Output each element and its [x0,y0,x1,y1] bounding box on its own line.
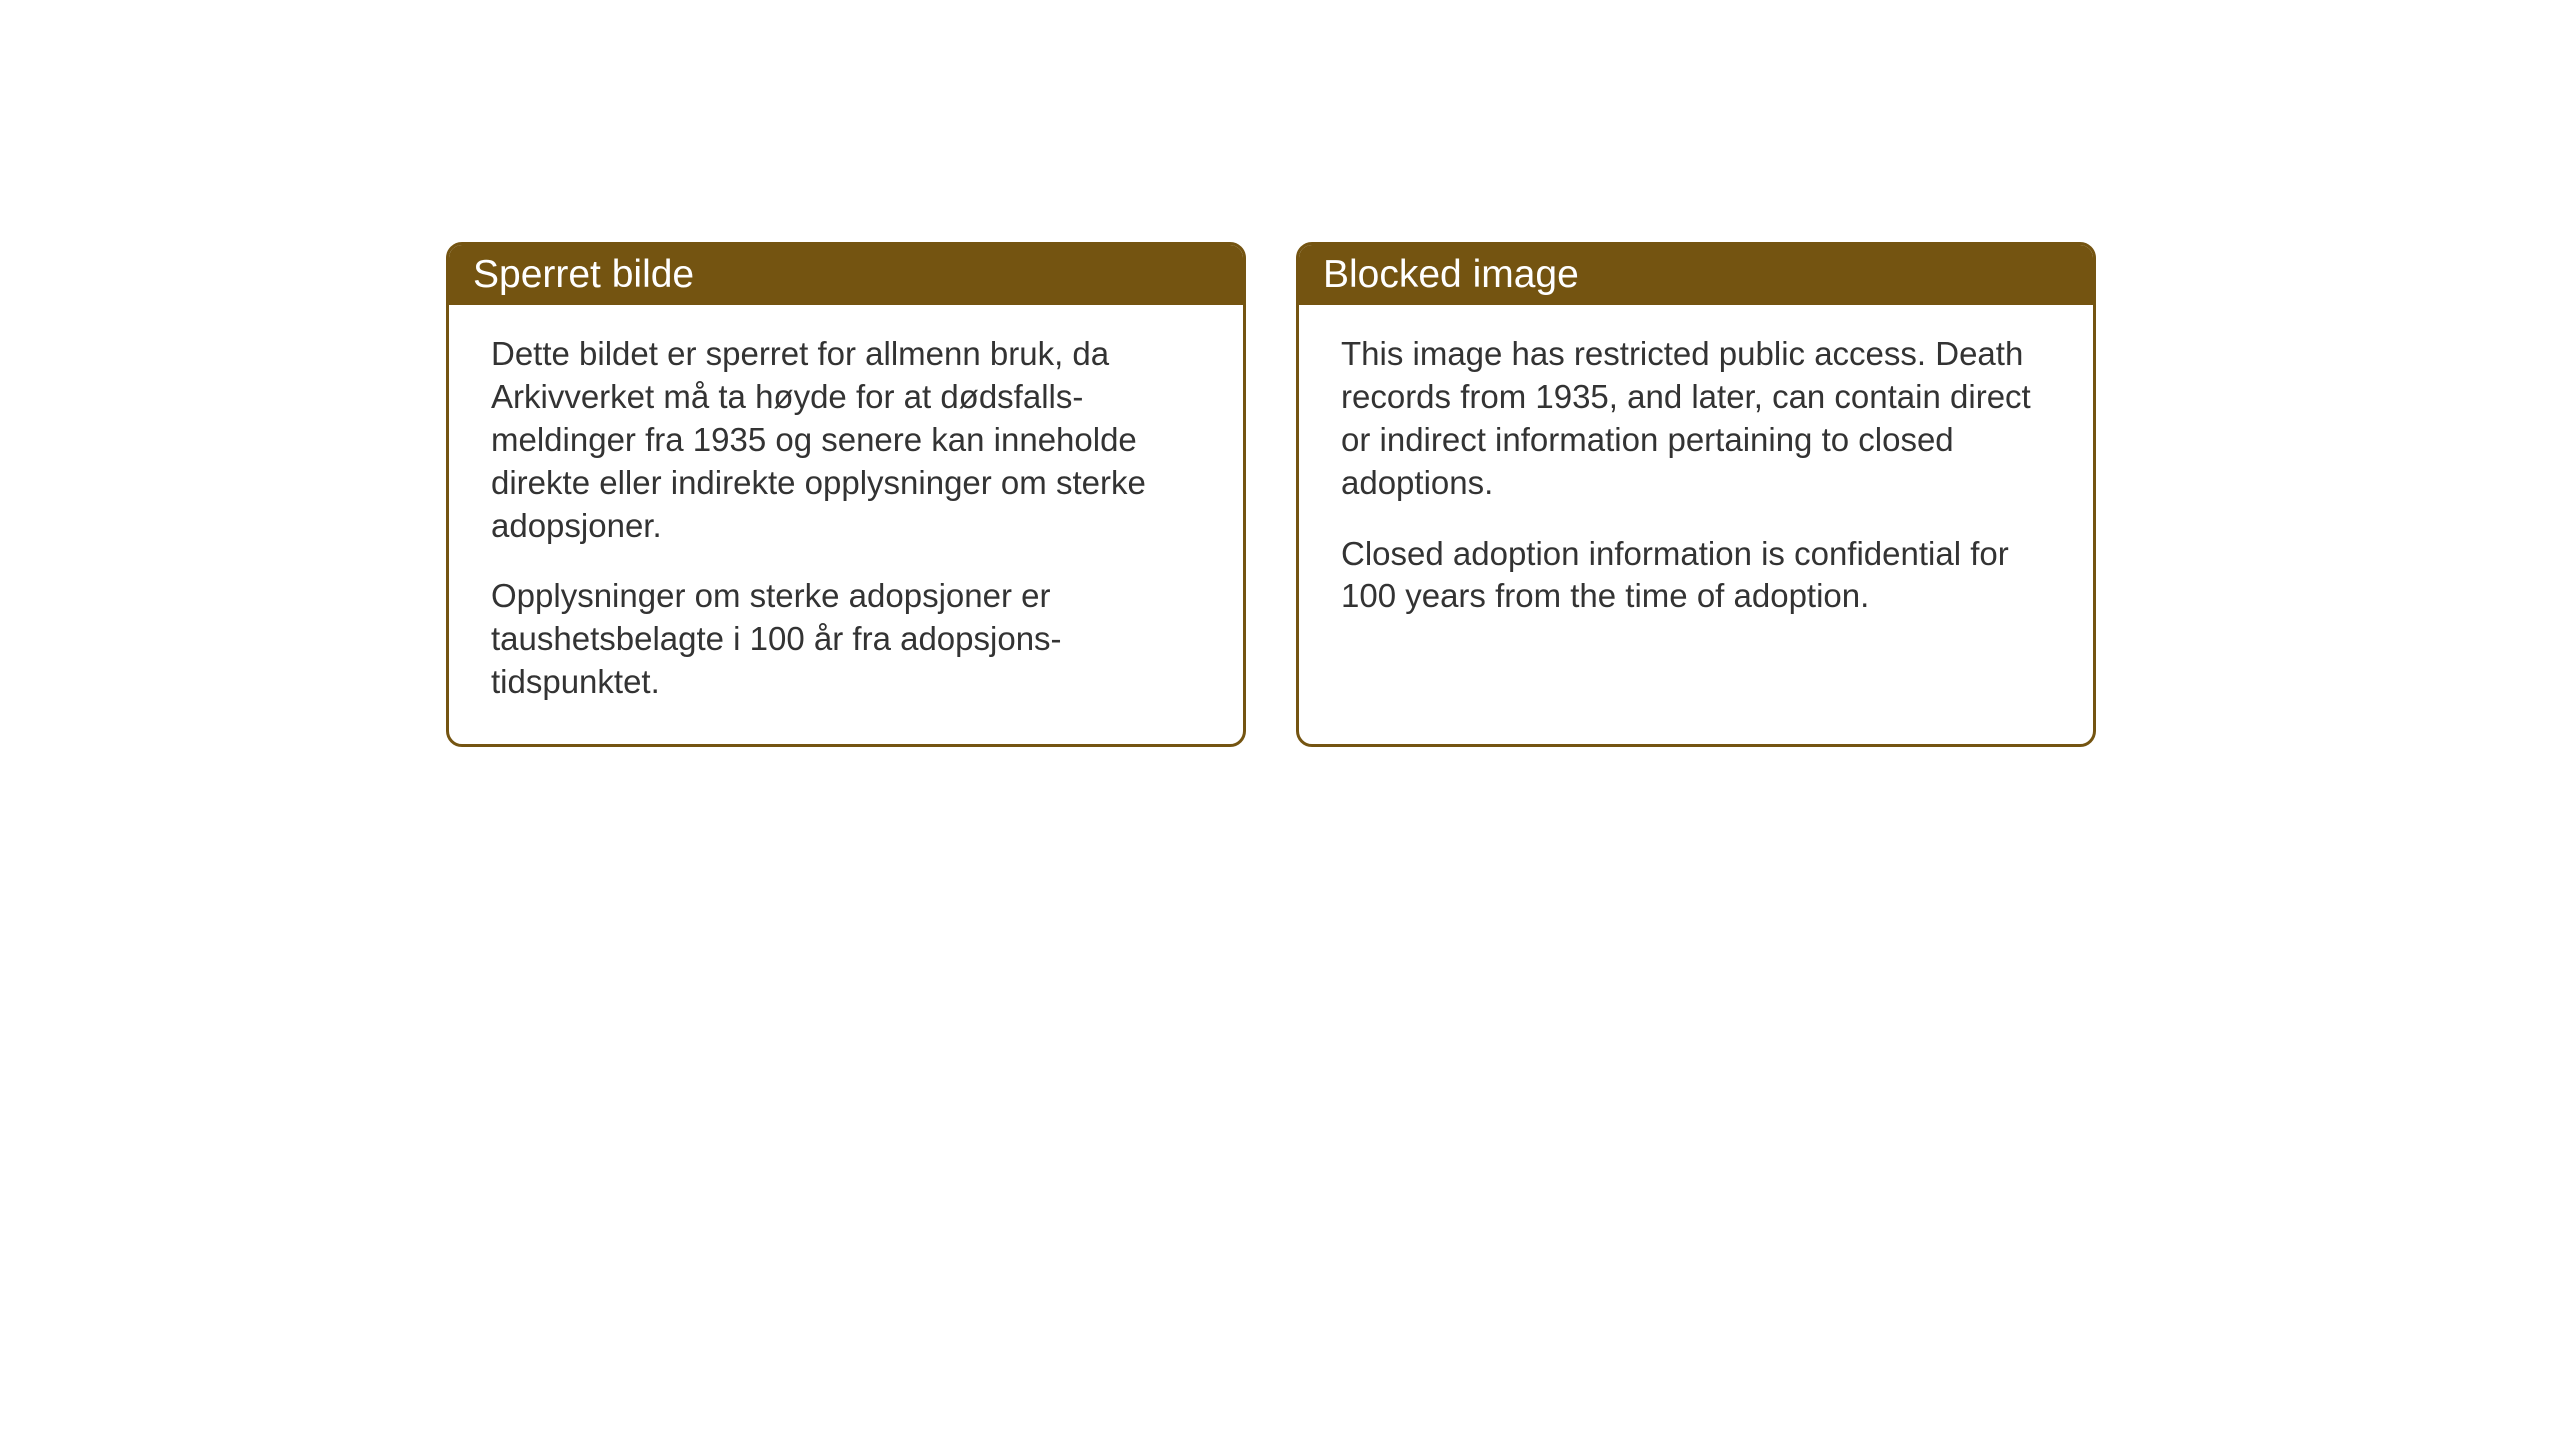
english-card-title: Blocked image [1323,253,1579,296]
english-paragraph-2: Closed adoption information is confident… [1341,533,2051,619]
english-card-body: This image has restricted public access.… [1299,305,2093,705]
norwegian-card-body: Dette bildet er sperret for allmenn bruk… [449,305,1243,744]
english-paragraph-1: This image has restricted public access.… [1341,333,2051,505]
english-card: Blocked image This image has restricted … [1296,242,2096,747]
english-card-header: Blocked image [1299,245,2093,305]
cards-container: Sperret bilde Dette bildet er sperret fo… [446,242,2096,747]
norwegian-paragraph-1: Dette bildet er sperret for allmenn bruk… [491,333,1201,547]
norwegian-card-header: Sperret bilde [449,245,1243,305]
norwegian-card-title: Sperret bilde [473,253,694,296]
norwegian-paragraph-2: Opplysninger om sterke adopsjoner er tau… [491,575,1201,704]
norwegian-card: Sperret bilde Dette bildet er sperret fo… [446,242,1246,747]
